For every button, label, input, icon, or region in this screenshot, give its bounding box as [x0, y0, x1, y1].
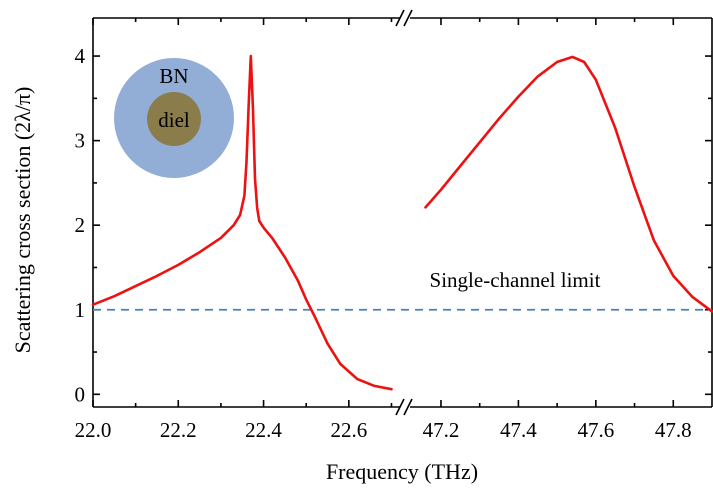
x-tick-label: 47.8 [655, 418, 692, 442]
y-axis-title: Scattering cross section (2λ/π) [10, 87, 35, 354]
inset-inner-core [147, 92, 201, 146]
axis-break-mark [395, 398, 405, 416]
y-tick-label: 3 [75, 129, 86, 153]
inset-inner-label: diel [158, 108, 190, 132]
x-tick-label: 47.2 [423, 418, 460, 442]
inset-layer: BN diel [114, 58, 234, 178]
axis-break-mark [395, 9, 405, 27]
y-tick-label: 0 [75, 382, 86, 406]
series-layer [91, 54, 713, 391]
axis-break-mark [403, 9, 413, 27]
scattering-curve-1 [91, 54, 393, 391]
x-axis-title: Frequency (THz) [326, 459, 478, 484]
y-tick-label: 2 [75, 213, 86, 237]
x-tick-label: 22.0 [75, 418, 112, 442]
x-tick-label: 22.2 [160, 418, 197, 442]
x-tick-label: 47.6 [577, 418, 614, 442]
axis-break-mark [403, 398, 413, 416]
x-tick-label: 22.6 [330, 418, 367, 442]
x-tick-label: 47.4 [500, 418, 537, 442]
inset-outer-label: BN [159, 64, 188, 88]
scattering-curve-2 [424, 55, 713, 313]
reference-line-label: Single-channel limit [430, 268, 601, 292]
axes-layer: 0 1 2 3 4 22.0 22.2 22.4 22.6 47.2 47.4 47.6 47.8 [75, 9, 713, 442]
y-tick-label: 1 [75, 298, 86, 322]
y-tick-label: 4 [75, 44, 86, 68]
x-tick-label: 22.4 [245, 418, 282, 442]
